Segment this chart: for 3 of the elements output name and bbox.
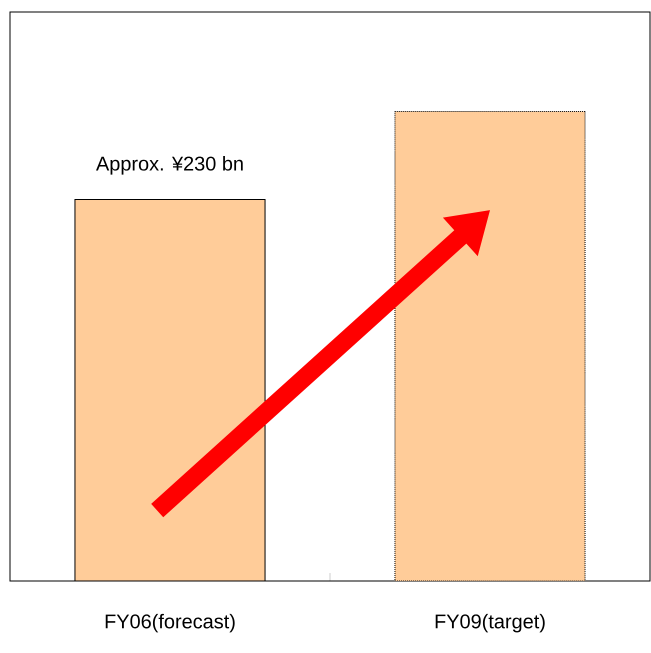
x-tick-label: FY09(target): [436, 614, 545, 632]
x-tick-label: FY06(forecast): [106, 614, 235, 632]
data-label: Approx. ¥230 bn: [96, 156, 243, 175]
